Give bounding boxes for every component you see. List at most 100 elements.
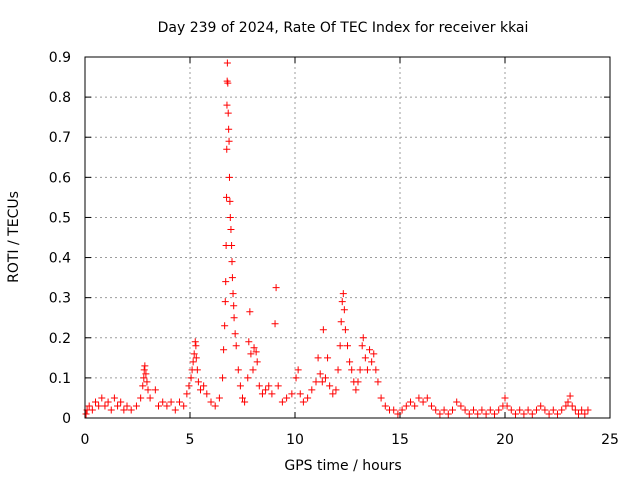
data-point [207, 398, 215, 406]
data-point [578, 406, 586, 414]
x-tick-label: 25 [601, 432, 619, 448]
chart-title: Day 239 of 2024, Rate Of TEC Index for r… [158, 20, 529, 36]
data-point [104, 398, 112, 406]
data-point [250, 344, 258, 352]
data-point [221, 322, 229, 330]
data-point [296, 390, 304, 398]
data-point [171, 406, 179, 414]
data-point [143, 378, 151, 386]
data-point [241, 398, 249, 406]
data-point [244, 374, 252, 382]
data-point [88, 406, 96, 414]
x-axis-label: GPS time / hours [284, 458, 401, 474]
y-tick-label: 0.1 [49, 371, 71, 387]
data-point [132, 402, 140, 410]
data-point [223, 145, 231, 153]
x-axis-ticks: 0 5 10 15 20 25 [81, 57, 619, 448]
data-point [402, 402, 410, 410]
x-tick-label: 10 [286, 432, 304, 448]
data-point [346, 358, 354, 366]
data-point [247, 350, 255, 358]
data-point [176, 398, 183, 406]
data-point [520, 410, 528, 418]
data-point [151, 386, 159, 394]
data-point [127, 406, 135, 414]
y-tick-label: 0.6 [49, 170, 71, 186]
data-point [554, 410, 561, 418]
data-point [110, 394, 118, 402]
data-point [228, 258, 236, 266]
data-point [549, 406, 557, 414]
data-points [82, 59, 592, 418]
data-point [230, 314, 238, 322]
data-point [253, 358, 261, 366]
data-point [232, 342, 240, 350]
data-point [163, 402, 171, 410]
data-point [465, 410, 473, 418]
data-point [308, 386, 316, 394]
data-point [314, 354, 322, 362]
data-point [228, 274, 236, 282]
data-point [226, 213, 234, 221]
data-point [491, 410, 498, 418]
data-point [225, 137, 233, 145]
data-point [394, 410, 402, 418]
data-point [449, 406, 456, 414]
data-point [255, 382, 263, 390]
data-point [95, 402, 103, 410]
data-point [564, 398, 572, 406]
data-point [189, 358, 197, 366]
data-point [114, 402, 122, 410]
x-tick-label: 5 [186, 432, 195, 448]
data-point [230, 302, 238, 310]
data-point [228, 242, 236, 250]
data-point [180, 402, 188, 410]
data-point [501, 394, 509, 402]
data-point [571, 406, 579, 414]
y-tick-label: 0 [62, 411, 71, 427]
data-point [338, 298, 346, 306]
data-point [268, 390, 276, 398]
data-point [372, 366, 380, 374]
data-point [222, 278, 230, 286]
data-point [368, 358, 376, 366]
data-point [159, 398, 167, 406]
data-point [294, 366, 302, 374]
data-point [419, 398, 427, 406]
data-point [262, 386, 270, 394]
data-point [512, 410, 519, 418]
data-point [234, 366, 242, 374]
data-point [197, 386, 204, 394]
data-point [224, 109, 232, 117]
data-point [474, 410, 482, 418]
data-point [211, 402, 219, 410]
data-point [453, 398, 461, 406]
data-point [415, 394, 423, 402]
data-point [312, 378, 320, 386]
data-point [377, 394, 385, 402]
data-point [107, 406, 115, 414]
data-point [352, 386, 360, 394]
data-point [123, 402, 131, 410]
y-tick-label: 0.5 [49, 210, 71, 226]
data-point [82, 410, 90, 418]
data-point [187, 374, 195, 382]
data-point [334, 366, 342, 374]
data-point [185, 382, 193, 390]
data-point [339, 290, 347, 298]
x-tick-label: 0 [81, 432, 90, 448]
data-point [239, 394, 246, 402]
y-tick-label: 0.2 [49, 331, 71, 347]
data-point [537, 402, 545, 410]
data-point [326, 382, 334, 390]
data-point [288, 390, 296, 398]
data-point [423, 394, 431, 402]
data-point [428, 402, 435, 410]
x-tick-label: 15 [391, 432, 409, 448]
data-point [566, 392, 574, 400]
data-point [507, 406, 515, 414]
data-point [183, 390, 191, 398]
data-point [337, 318, 345, 326]
data-point [495, 406, 503, 414]
